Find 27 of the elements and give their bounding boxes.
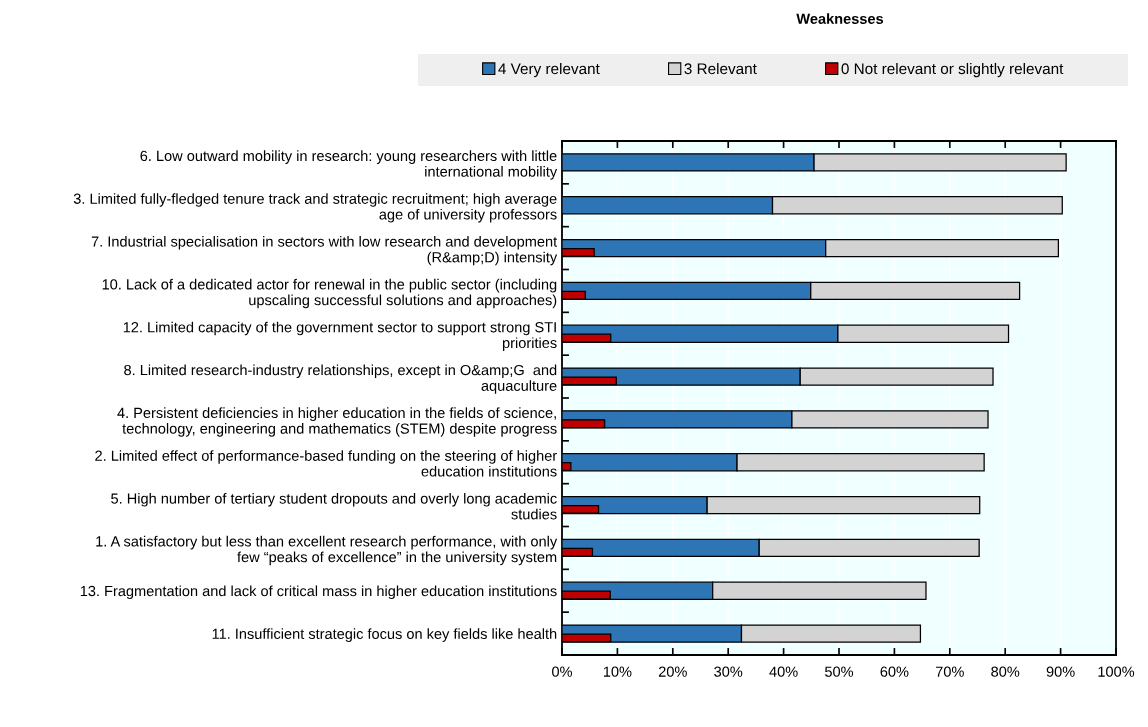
x-tick-label: 50% <box>824 666 854 677</box>
y-tick-label: 11. Insufficient strategic focus on key fields like health <box>212 628 557 642</box>
x-tick-label: 40% <box>769 666 798 677</box>
x-tick-label: 0% <box>552 666 573 677</box>
x-tick-label: 60% <box>880 666 909 677</box>
x-tick-label: 100% <box>1098 666 1135 677</box>
y-tick-label: 13. Fragmentation and lack of critical mass in higher education institutions <box>80 585 557 600</box>
legend-label: 3 Relevant <box>684 62 757 75</box>
y-tick-label: 12. Limited capacity of the government sector to support strong STI priorities <box>123 321 557 351</box>
y-tick-label: 2. Limited effect of performance-based funding on the steering of higher education institutions <box>95 450 557 477</box>
y-tick-label: 4. Persistent deficiencies in higher education in the fields of science, technology, engineering and mathematics (STEM) despite progress <box>117 407 557 437</box>
y-tick-label: 6. Low outward mobility in research: young researchers with little international mobility <box>140 150 558 180</box>
x-tick-label: 20% <box>658 666 687 677</box>
x-tick-label: 10% <box>603 666 632 677</box>
legend-label: 0 Not relevant or slightly relevant <box>841 62 1064 78</box>
x-tick-label: 70% <box>935 666 964 677</box>
y-tick-label: 1. A satisfactory but less than excellent research performance, with only few “peaks of excellence” in the university system <box>96 535 558 566</box>
y-tick-label: 5. High number of tertiary student dropouts and overly long academic studies <box>111 493 557 520</box>
x-tick-label: 30% <box>714 666 743 677</box>
y-tick-label: 3. Limited fully-fledged tenure track and strategic recruitment; high average age of university professors <box>73 193 557 223</box>
chart-title: Weaknesses <box>796 13 884 24</box>
y-tick-label: 7. Industrial specialisation in sectors with low research and development (R&amp;D) intensity <box>91 236 558 266</box>
x-tick-label: 90% <box>1046 666 1075 677</box>
y-tick-label: 8. Limited research-industry relationships, except in O&amp;G and aquaculture <box>124 364 557 394</box>
y-tick-label: 10. Lack of a dedicated actor for renewal in the public sector (including upscaling successful solutions and approaches) <box>102 278 557 309</box>
x-tick-label: 80% <box>991 666 1020 677</box>
legend-label: 4 Very relevant <box>498 62 600 78</box>
